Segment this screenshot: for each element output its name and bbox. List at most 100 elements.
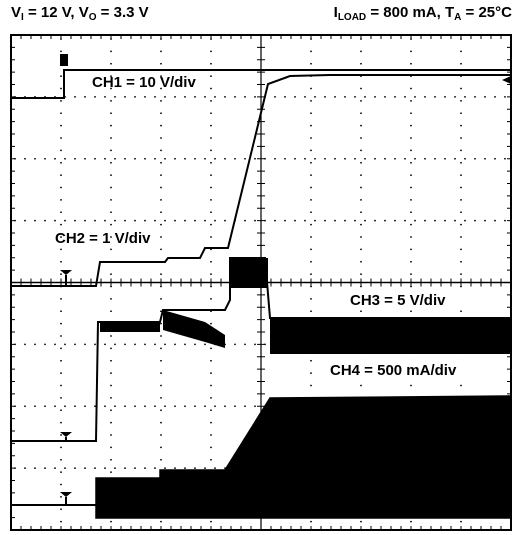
grid-dot-h bbox=[414, 95, 416, 98]
grid-dot-v bbox=[160, 99, 162, 102]
grid-dot-v bbox=[360, 174, 362, 177]
grid-dot-v bbox=[110, 421, 112, 424]
ch3-ripple-4 bbox=[270, 318, 511, 354]
grid-dot-h bbox=[394, 219, 396, 222]
grid-dot-h bbox=[74, 467, 76, 470]
grid-dot-h bbox=[214, 95, 216, 98]
grid-dot-v bbox=[160, 198, 162, 201]
grid-dot-v bbox=[160, 409, 162, 412]
grid-dot-h bbox=[474, 95, 476, 98]
grid-dot-v bbox=[460, 186, 462, 189]
grid-dot-v bbox=[110, 458, 112, 461]
grid-dot-h bbox=[314, 219, 316, 222]
grid-dot-v bbox=[210, 112, 212, 115]
grid-dot-h bbox=[464, 157, 466, 160]
ch1-label: CH1 = 10 V/div bbox=[92, 74, 196, 91]
grid-dot-v bbox=[210, 161, 212, 164]
grid-dot-v bbox=[160, 186, 162, 189]
grid-dot-v bbox=[210, 50, 212, 53]
grid-dot-v bbox=[410, 186, 412, 189]
grid-dot-v bbox=[410, 137, 412, 139]
grid-dot-v bbox=[310, 137, 312, 139]
grid-dot-h bbox=[94, 157, 96, 160]
grid-dot-h bbox=[64, 467, 66, 470]
grid-dot-h bbox=[254, 405, 256, 408]
grid-dot-v bbox=[210, 198, 212, 201]
grid-dot-v bbox=[460, 248, 462, 251]
grid-dot-v bbox=[210, 458, 212, 461]
grid-dot-v bbox=[410, 310, 412, 313]
header-vo-value: = 3.3 V bbox=[96, 4, 149, 21]
grid-dot-h bbox=[44, 467, 46, 470]
grid-dot-h bbox=[234, 95, 236, 98]
grid-dot-h bbox=[94, 467, 96, 470]
grid-dot-v bbox=[60, 297, 62, 300]
grid-dot-h bbox=[374, 157, 376, 160]
grid-dot-h bbox=[114, 219, 116, 222]
grid-dot-h bbox=[474, 219, 476, 222]
grid-dot-h bbox=[84, 157, 86, 160]
grid-dot-v bbox=[160, 347, 162, 350]
grid-dot-h bbox=[164, 405, 166, 408]
header-iload-symbol: I bbox=[333, 4, 338, 21]
grid-dot-h bbox=[74, 343, 76, 346]
grid-dot-v bbox=[410, 50, 412, 53]
grid-dot-v bbox=[310, 310, 312, 313]
grid-dot-h bbox=[184, 219, 186, 222]
grid-dot-h bbox=[24, 343, 26, 346]
grid-dot-h bbox=[114, 95, 116, 98]
grid-dot-v bbox=[160, 124, 162, 127]
grid-dot-v bbox=[60, 359, 62, 362]
grid-dot-v bbox=[60, 260, 62, 263]
grid-dot-h bbox=[204, 467, 206, 470]
grid-dot-h bbox=[174, 157, 176, 160]
grid-dot-h bbox=[254, 343, 256, 346]
grid-dot-h bbox=[184, 157, 186, 160]
grid-dot-v bbox=[110, 236, 112, 238]
grid-dot-v bbox=[110, 372, 112, 375]
grid-dot-h bbox=[244, 95, 246, 98]
grid-dot-v bbox=[410, 211, 412, 214]
grid-dot-h bbox=[214, 157, 216, 160]
grid-dot-h bbox=[34, 405, 36, 408]
grid-dot-v bbox=[210, 297, 212, 300]
grid-dot-h bbox=[154, 467, 156, 470]
grid-dot-h bbox=[224, 219, 226, 222]
grid-dot-h bbox=[414, 157, 416, 160]
grid-dot-h bbox=[294, 95, 296, 98]
grid-dot-h bbox=[64, 343, 66, 346]
grid-dot-v bbox=[210, 273, 212, 276]
grid-dot-v bbox=[110, 347, 112, 350]
grid-dot-h bbox=[394, 95, 396, 98]
grid-dot-v bbox=[110, 223, 112, 226]
grid-dot-v bbox=[60, 149, 62, 152]
grid-dot-v bbox=[460, 384, 462, 387]
grid-dot-v bbox=[110, 186, 112, 189]
grid-dot-h bbox=[454, 219, 456, 222]
grid-dot-h bbox=[144, 467, 146, 470]
grid-dot-h bbox=[24, 467, 26, 470]
grid-dot-v bbox=[60, 471, 62, 474]
ch4-label: CH4 = 500 mA/div bbox=[330, 362, 457, 379]
grid-dot-h bbox=[384, 219, 386, 222]
grid-dot-h bbox=[84, 343, 86, 346]
grid-dot-h bbox=[244, 405, 246, 408]
grid-dot-h bbox=[444, 157, 446, 160]
grid-dot-h bbox=[234, 405, 236, 408]
grid-dot-v bbox=[360, 50, 362, 53]
grid-dot-v bbox=[460, 310, 462, 313]
grid-dot-v bbox=[310, 520, 312, 523]
trigger-marker bbox=[60, 54, 68, 66]
grid-dot-v bbox=[110, 409, 112, 412]
grid-dot-v bbox=[310, 161, 312, 164]
grid-dot-v bbox=[360, 273, 362, 276]
grid-dot-h bbox=[344, 157, 346, 160]
grid-dot-h bbox=[294, 157, 296, 160]
grid-dot-h bbox=[134, 343, 136, 346]
grid-dot-h bbox=[144, 405, 146, 408]
grid-dot-h bbox=[444, 95, 446, 98]
grid-dot-v bbox=[60, 421, 62, 424]
grid-dot-h bbox=[334, 157, 336, 160]
grid-dot-v bbox=[210, 396, 212, 399]
grid-dot-v bbox=[210, 211, 212, 214]
